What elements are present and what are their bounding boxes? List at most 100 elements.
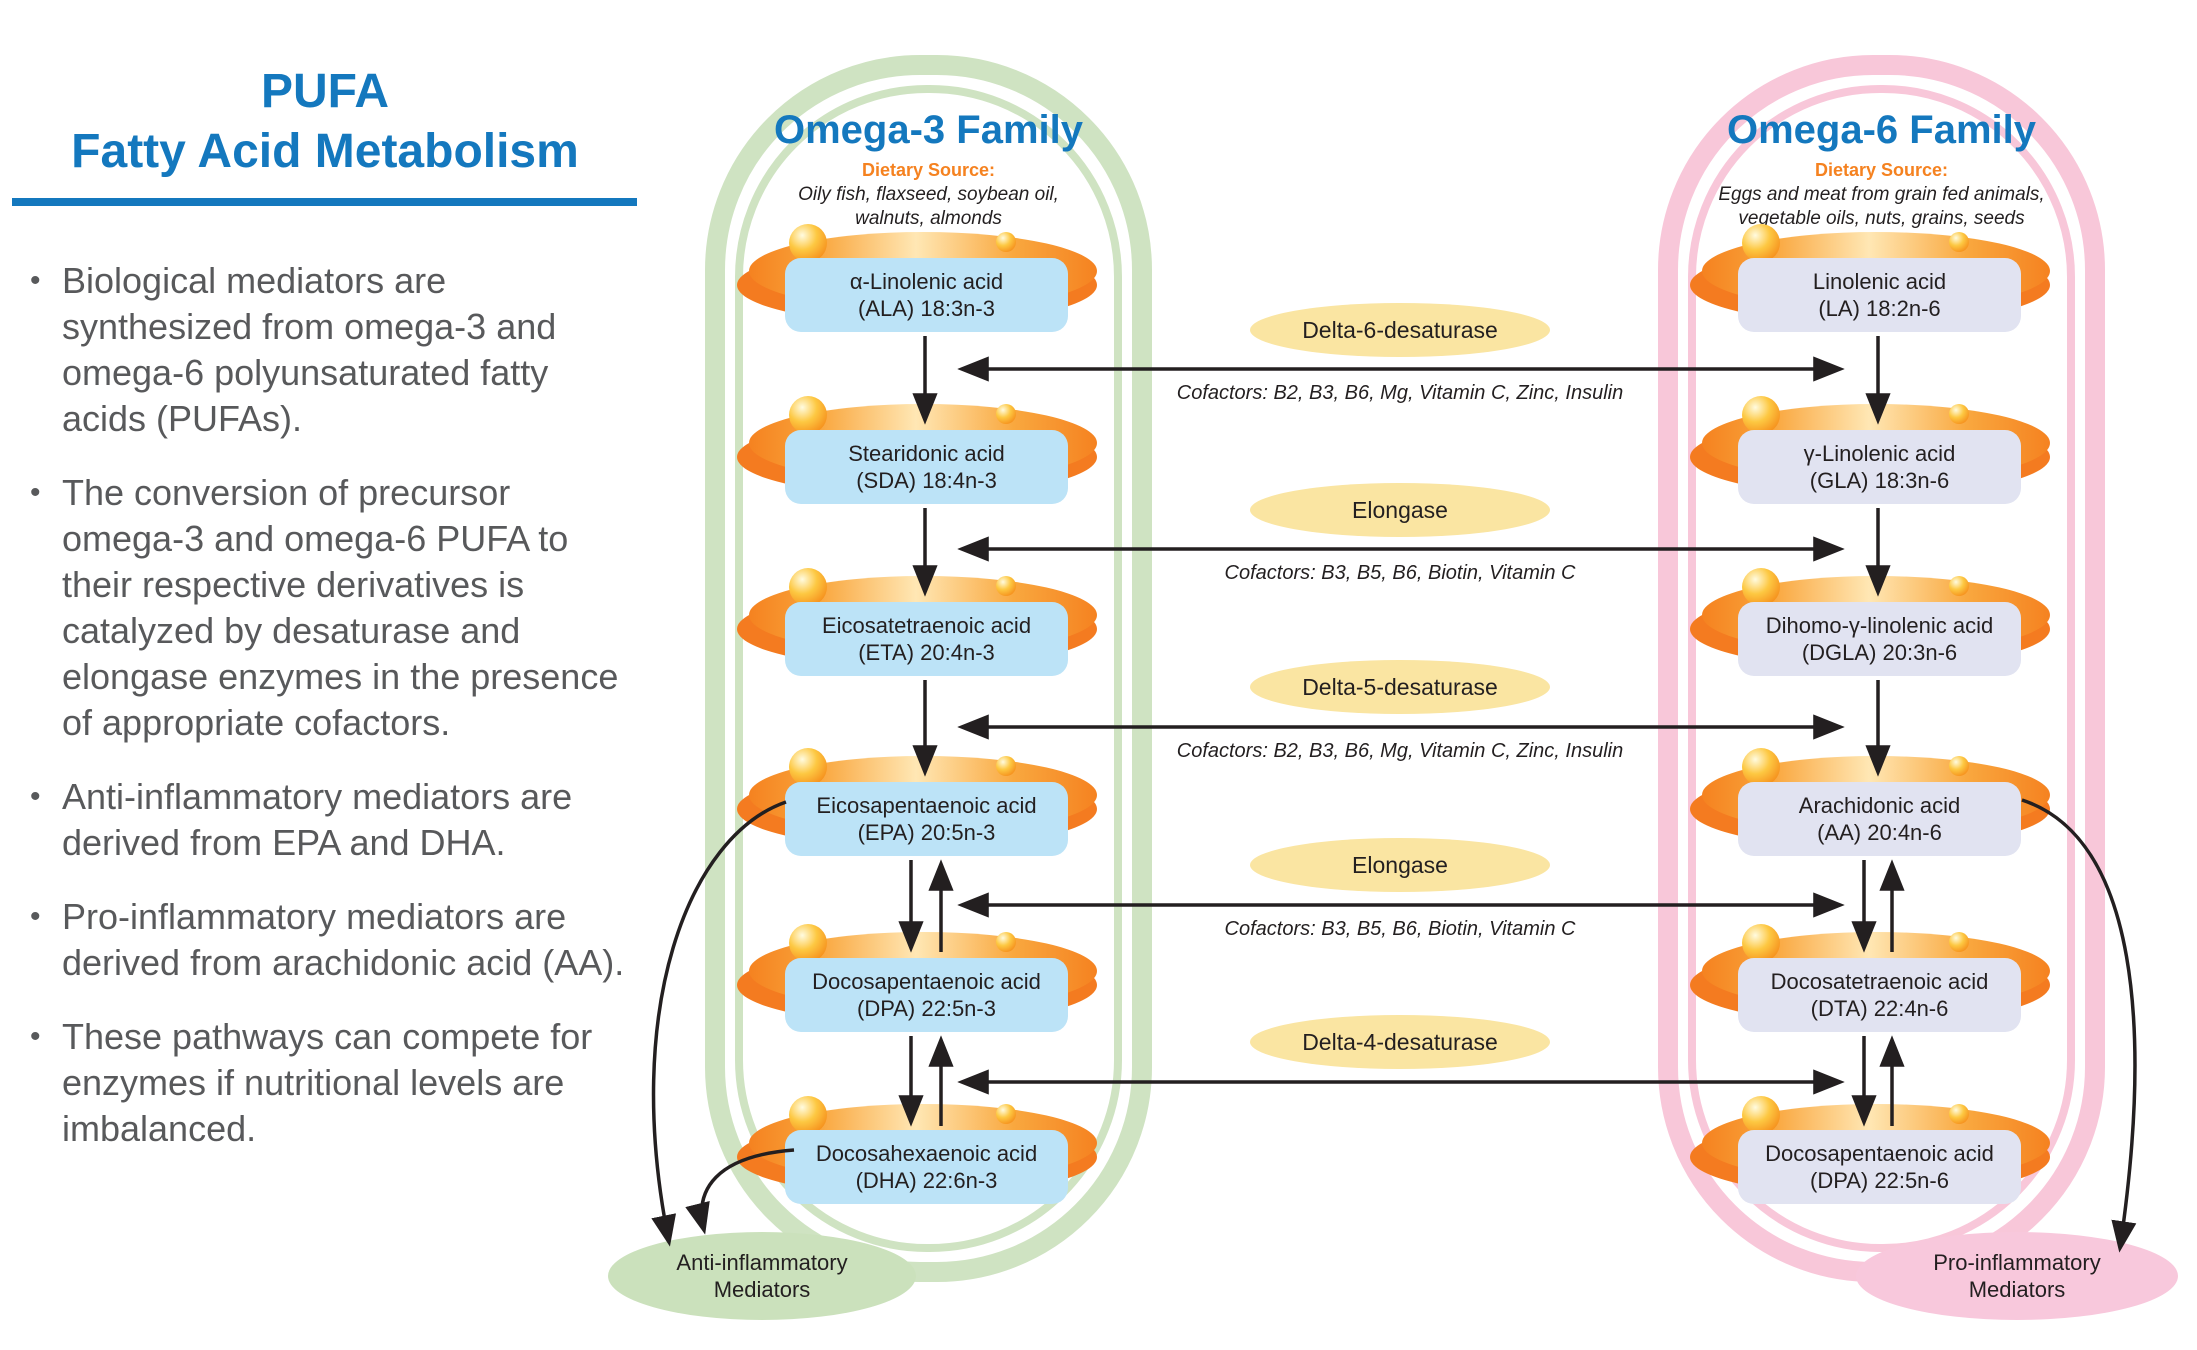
lipid-sphere-icon [1742, 924, 1780, 962]
omega6-container-inner-border [1688, 85, 2075, 1252]
node-box: Arachidonic acid (AA) 20:4n-6 [1738, 782, 2021, 856]
node-name: γ-Linolenic acid [1803, 441, 1956, 466]
lipid-sphere-icon [789, 396, 827, 434]
node-aa: Arachidonic acid (AA) 20:4n-6 [1690, 748, 2050, 856]
node-eta: Eicosatetraenoic acid (ETA) 20:4n-3 [737, 568, 1097, 676]
omega3-family-title: Omega-3 Family [773, 108, 1083, 152]
bullet-item: Anti-inflammatory mediators are derived … [30, 774, 640, 866]
bullet-item: Pro-inflammatory mediators are derived f… [30, 894, 640, 986]
lipid-sphere-small-icon [1949, 756, 1969, 776]
bullet-item: The conversion of precursor omega-3 and … [30, 470, 640, 746]
lipid-sphere-small-icon [1949, 1104, 1969, 1124]
page-title-line2: Fatty Acid Metabolism [71, 125, 579, 178]
lipid-sphere-icon [1742, 748, 1780, 786]
cofactors-delta5: Cofactors: B2, B3, B6, Mg, Vitamin C, Zi… [1176, 740, 1624, 762]
node-code: (DGLA) 20:3n-6 [1801, 640, 1958, 665]
node-ala: α-Linolenic acid (ALA) 18:3n-3 [737, 224, 1097, 332]
enzyme-pill-delta4-desaturase: Delta-4-desaturase [1250, 1015, 1550, 1069]
bullet-item: These pathways can compete for enzymes i… [30, 1014, 640, 1152]
node-dpa-n6: Docosapentaenoic acid (DPA) 22:5n-6 [1690, 1096, 2050, 1204]
lipid-sphere-icon [789, 568, 827, 606]
node-dgla: Dihomo-γ-linolenic acid (DGLA) 20:3n-6 [1690, 568, 2050, 676]
bullet-item: Biological mediators are synthesized fro… [30, 258, 640, 442]
node-box: Eicosapentaenoic acid (EPA) 20:5n-3 [785, 782, 1068, 856]
lipid-sphere-small-icon [996, 932, 1016, 952]
lipid-sphere-small-icon [996, 1104, 1016, 1124]
lipid-sphere-small-icon [996, 576, 1016, 596]
node-box: Docosapentaenoic acid (DPA) 22:5n-3 [785, 958, 1068, 1032]
omega3-dietary-source: Oily fish, flaxseed, soybean oil, walnut… [798, 184, 1059, 229]
enzyme-pill-elongase-1: Elongase [1250, 483, 1550, 537]
anti-inflammatory-mediators: Anti-inflammatory Mediators [608, 1232, 916, 1320]
omega6-dietary-source-label: Dietary Source: [1814, 160, 1949, 180]
node-name: α-Linolenic acid [849, 269, 1004, 294]
summary-bullets: Biological mediators are synthesized fro… [30, 258, 640, 1180]
node-la: Linolenic acid (LA) 18:2n-6 [1690, 224, 2050, 332]
node-name: Stearidonic acid [848, 441, 1005, 466]
lipid-sphere-small-icon [1949, 932, 1969, 952]
node-box: α-Linolenic acid (ALA) 18:3n-3 [785, 258, 1068, 332]
node-box: Linolenic acid (LA) 18:2n-6 [1738, 258, 2021, 332]
node-box: Dihomo-γ-linolenic acid (DGLA) 20:3n-6 [1738, 602, 2021, 676]
cofactors-elongase-1: Cofactors: B3, B5, B6, Biotin, Vitamin C [1224, 562, 1576, 584]
node-box: Eicosatetraenoic acid (ETA) 20:4n-3 [785, 602, 1068, 676]
node-code: (DHA) 22:6n-3 [855, 1168, 998, 1193]
lipid-sphere-small-icon [1949, 404, 1969, 424]
lipid-sphere-icon [1742, 568, 1780, 606]
title-underline [12, 198, 637, 206]
lipid-sphere-icon [789, 748, 827, 786]
node-name: Linolenic acid [1812, 269, 1947, 294]
node-box: Docosahexaenoic acid (DHA) 22:6n-3 [785, 1130, 1068, 1204]
node-box: Docosatetraenoic acid (DTA) 22:4n-6 [1738, 958, 2021, 1032]
lipid-sphere-icon [789, 1096, 827, 1134]
node-box: γ-Linolenic acid (GLA) 18:3n-6 [1738, 430, 2021, 504]
node-code: (ALA) 18:3n-3 [858, 296, 995, 321]
node-dha: Docosahexaenoic acid (DHA) 22:6n-3 [737, 1096, 1097, 1204]
lipid-sphere-icon [789, 924, 827, 962]
cofactors-delta6: Cofactors: B2, B3, B6, Mg, Vitamin C, Zi… [1176, 382, 1624, 404]
node-name: Dihomo-γ-linolenic acid [1765, 613, 1994, 638]
node-code: (EPA) 20:5n-3 [857, 820, 996, 845]
cofactors-elongase-2: Cofactors: B3, B5, B6, Biotin, Vitamin C [1224, 918, 1576, 940]
lipid-sphere-icon [1742, 224, 1780, 262]
lipid-sphere-small-icon [996, 404, 1016, 424]
enzyme-pill-delta6-desaturase: Delta-6-desaturase [1250, 303, 1550, 357]
node-code: (DPA) 22:5n-3 [857, 996, 996, 1021]
node-code: (LA) 18:2n-6 [1818, 296, 1941, 321]
node-code: (DTA) 22:4n-6 [1810, 996, 1949, 1021]
node-name: Eicosatetraenoic acid [821, 613, 1032, 638]
page-title-line1: PUFA [260, 65, 389, 118]
node-name: Docosatetraenoic acid [1770, 969, 1989, 994]
omega6-family-title: Omega-6 Family [1726, 108, 2036, 152]
lipid-sphere-small-icon [1949, 232, 1969, 252]
node-dpa-n3: Docosapentaenoic acid (DPA) 22:5n-3 [737, 924, 1097, 1032]
node-code: (AA) 20:4n-6 [1817, 820, 1942, 845]
omega3-container-inner-border [735, 85, 1122, 1252]
page-title: PUFA Fatty Acid Metabolism [0, 62, 650, 182]
node-name: Eicosapentaenoic acid [816, 793, 1037, 818]
lipid-sphere-small-icon [1949, 576, 1969, 596]
node-code: (SDA) 18:4n-3 [856, 468, 997, 493]
node-name: Docosahexaenoic acid [815, 1141, 1038, 1166]
lipid-sphere-icon [789, 224, 827, 262]
lipid-sphere-icon [1742, 1096, 1780, 1134]
node-epa: Eicosapentaenoic acid (EPA) 20:5n-3 [737, 748, 1097, 856]
node-name: Docosapentaenoic acid [1765, 1141, 1994, 1166]
lipid-sphere-small-icon [996, 232, 1016, 252]
lipid-sphere-small-icon [996, 756, 1016, 776]
pro-inflammatory-mediators: Pro-inflammatory Mediators [1856, 1232, 2178, 1320]
node-sda: Stearidonic acid (SDA) 18:4n-3 [737, 396, 1097, 504]
omega6-dietary-source: Eggs and meat from grain fed animals, ve… [1718, 184, 2045, 229]
node-name: Docosapentaenoic acid [812, 969, 1041, 994]
node-code: (DPA) 22:5n-6 [1810, 1168, 1949, 1193]
node-box: Docosapentaenoic acid (DPA) 22:5n-6 [1738, 1130, 2021, 1204]
node-gla: γ-Linolenic acid (GLA) 18:3n-6 [1690, 396, 2050, 504]
enzyme-pill-elongase-2: Elongase [1250, 838, 1550, 892]
node-code: (ETA) 20:4n-3 [858, 640, 995, 665]
node-name: Arachidonic acid [1798, 793, 1961, 818]
enzyme-pill-delta5-desaturase: Delta-5-desaturase [1250, 660, 1550, 714]
omega3-dietary-source-label: Dietary Source: [861, 160, 996, 180]
lipid-sphere-icon [1742, 396, 1780, 434]
node-code: (GLA) 18:3n-6 [1809, 468, 1950, 493]
